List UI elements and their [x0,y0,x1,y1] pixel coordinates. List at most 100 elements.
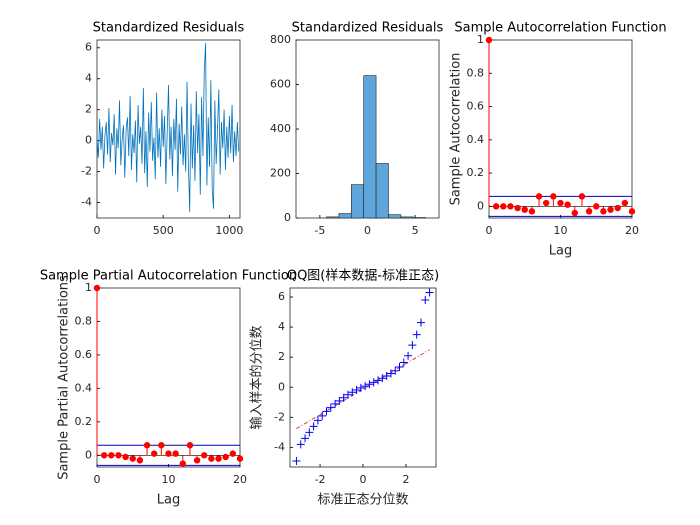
qq-point [296,440,305,449]
stem-marker [236,455,244,462]
stem-marker [186,442,194,449]
x-tick-label: 1000 [215,224,243,237]
stem-marker [93,284,101,292]
axes [96,287,241,468]
stem-marker [600,208,607,215]
y-tick-label: 0.4 [75,381,93,394]
qq-point [309,422,318,431]
stem-marker [628,208,636,215]
qq-point [361,382,370,391]
y-tick-label: 1 [477,33,484,46]
histogram-bar [338,213,352,219]
qq-point [412,330,421,339]
y-tick-label: 0.2 [75,415,93,428]
stem-marker [100,452,108,459]
stem-marker [543,199,550,207]
y-tick-label: -2 [274,410,285,423]
stem-marker [215,455,222,462]
histogram-bar [363,75,377,219]
stem-marker [193,457,201,464]
stem-marker [485,36,493,44]
histogram-bar [350,184,364,219]
stem-marker [201,452,208,459]
stem-marker [122,453,129,461]
y-tick-label: 1 [85,281,92,294]
y-axis-label: Sample Partial Autocorrelations [57,275,72,480]
y-tick-label: 4 [85,72,92,85]
y-tick-label: 800 [270,33,291,46]
stem-marker [528,208,536,215]
stem-marker [578,193,586,200]
axes [488,39,633,219]
qq-point [399,358,408,367]
x-axis-label: Lag [549,244,572,259]
stem-marker [222,453,229,461]
qq-point [374,376,383,385]
x-tick-label: 5 [412,224,419,237]
y-tick-label: 6 [278,290,285,303]
stem-marker [108,452,115,459]
histogram-bar [375,163,389,219]
qq-point [348,388,357,397]
stem-marker [492,203,500,210]
x-tick-label: 0 [94,473,101,486]
x-tick-label: 0 [94,224,101,237]
stem-marker [585,208,593,215]
qq-point [365,380,374,389]
y-tick-label: 0 [477,199,484,212]
residual-line [96,43,240,212]
qq-point [335,396,344,405]
qq-point [301,434,310,443]
qq-point [369,378,378,387]
y-tick-label: -4 [81,196,92,209]
qq-point [416,318,425,327]
qq-point [421,296,430,305]
x-tick-label: 0 [360,473,367,486]
x-tick-label: 20 [233,473,247,486]
qq-point [378,374,387,383]
stem-marker [507,203,514,210]
histogram-bar [326,216,340,219]
subplot-title: Standardized Residuals [93,21,245,36]
stem-marker [136,457,144,464]
stem-marker [521,206,528,213]
y-tick-label: 4 [278,320,285,333]
stem-marker [151,450,158,457]
stem-marker [614,204,621,212]
x-tick-label: -5 [314,224,325,237]
y-tick-label: -4 [274,440,285,453]
qq-point [313,416,322,425]
x-axis-label: 标准正态分位数 [317,493,408,508]
histogram-bar [400,216,414,219]
y-tick-label: 400 [270,122,291,135]
qq-point [425,288,434,297]
y-tick-label: 0.4 [467,133,485,146]
stem-marker [165,450,172,457]
stem-marker [158,442,165,449]
stem-marker [208,455,215,462]
x-tick-label: 10 [162,473,176,486]
qq-point [331,399,340,408]
y-tick-label: 2 [85,103,92,116]
y-tick-label: 0.6 [75,348,93,361]
y-tick-label: 200 [270,167,291,180]
subplot-title: Standardized Residuals [292,21,444,36]
y-tick-label: 0 [85,448,92,461]
qq-point [292,456,301,465]
stem-marker [607,206,614,213]
qq-point [391,366,400,375]
stem-marker [564,201,571,208]
x-tick-label: 10 [554,224,568,237]
y-axis-label: 输入样本的分位数 [249,325,265,429]
stem-marker [129,455,136,462]
stem-marker [593,203,600,210]
x-tick-label: -2 [315,473,326,486]
qq-point [395,362,404,371]
qq-point [339,393,348,402]
x-tick-label: 0 [486,224,493,237]
y-tick-label: 0.8 [467,66,485,79]
stem-marker [550,193,557,200]
qq-point [305,428,314,437]
subplot-title: Sample Autocorrelation Function [454,21,666,36]
